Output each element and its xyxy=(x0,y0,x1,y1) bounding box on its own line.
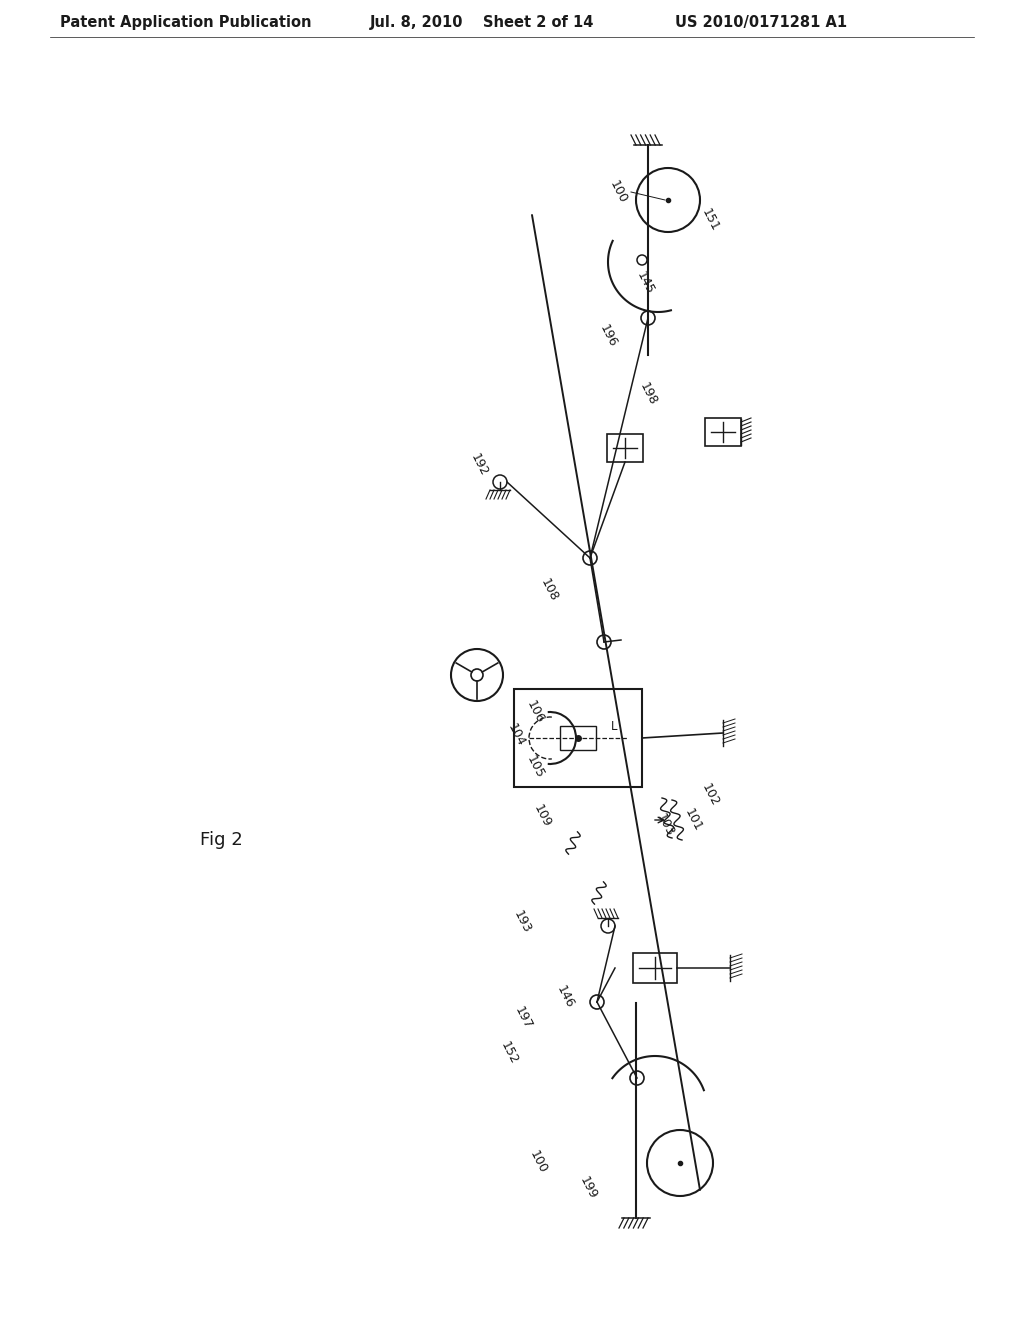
Text: L: L xyxy=(611,719,617,733)
Text: Fig 2: Fig 2 xyxy=(200,832,243,849)
Bar xyxy=(633,953,677,983)
Text: 102: 102 xyxy=(698,781,721,809)
Text: 100: 100 xyxy=(607,178,629,206)
Text: 101: 101 xyxy=(682,807,705,833)
Text: 105: 105 xyxy=(524,754,546,780)
Text: 151: 151 xyxy=(698,206,721,234)
Text: 145: 145 xyxy=(634,269,656,297)
Text: 192: 192 xyxy=(468,451,490,478)
Text: 100: 100 xyxy=(526,1148,549,1176)
Text: 146: 146 xyxy=(554,983,577,1011)
Bar xyxy=(705,418,741,446)
Text: US 2010/0171281 A1: US 2010/0171281 A1 xyxy=(675,15,847,29)
Text: 193: 193 xyxy=(511,908,534,936)
Text: 196: 196 xyxy=(597,322,620,350)
Text: 198: 198 xyxy=(637,380,659,408)
Text: 199: 199 xyxy=(577,1175,599,1201)
Text: 103: 103 xyxy=(653,812,676,838)
Text: 104: 104 xyxy=(505,722,527,748)
Text: 152: 152 xyxy=(498,1039,520,1067)
Text: 197: 197 xyxy=(512,1005,535,1031)
Text: Jul. 8, 2010    Sheet 2 of 14: Jul. 8, 2010 Sheet 2 of 14 xyxy=(370,15,594,29)
Bar xyxy=(560,726,596,750)
Text: 108: 108 xyxy=(538,577,560,603)
Text: 106: 106 xyxy=(524,698,546,726)
Text: 109: 109 xyxy=(530,803,553,829)
Bar xyxy=(607,434,643,462)
Text: Patent Application Publication: Patent Application Publication xyxy=(60,15,311,29)
Bar xyxy=(514,689,642,787)
